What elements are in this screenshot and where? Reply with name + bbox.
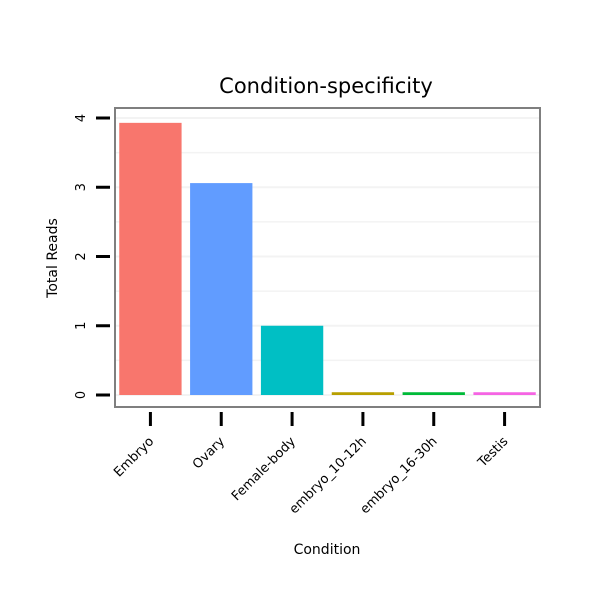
chart-title: Condition-specificity (219, 74, 433, 98)
x-axis-label: Condition (294, 542, 361, 558)
bar-female-body (260, 325, 324, 395)
bar-ovary (190, 183, 253, 395)
y-axis: 0 1 2 3 4 (74, 114, 110, 399)
bar-testis (473, 392, 536, 395)
plot-border (114, 107, 541, 408)
y-tick-label: 0 (74, 391, 89, 399)
y-tick-label: 2 (74, 252, 89, 260)
gridlines (115, 117, 540, 396)
bar-embryo (119, 122, 182, 395)
y-tick-label: 4 (74, 114, 89, 122)
bar-embryo-10-12h (331, 392, 395, 395)
y-tick-label: 3 (74, 183, 89, 191)
bars (119, 122, 536, 395)
y-tick-label: 1 (74, 322, 89, 330)
bar-embryo-16-30h (402, 392, 465, 395)
y-axis-label: Total Reads (45, 218, 61, 299)
